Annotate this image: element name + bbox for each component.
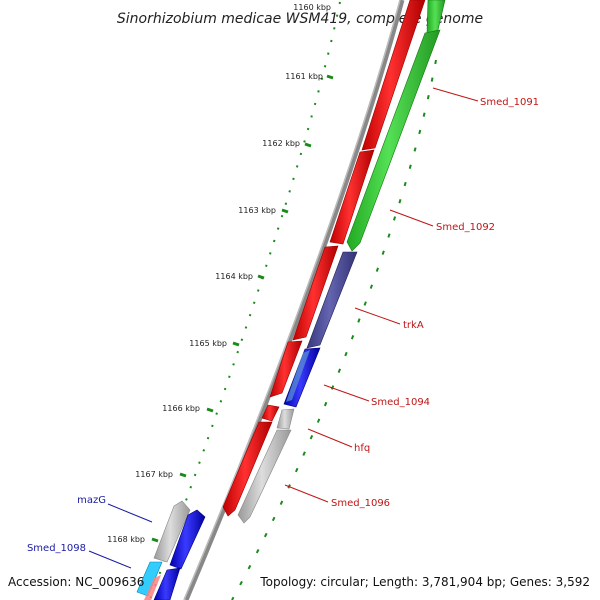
gene-label-smed-1098: Smed_1098 <box>27 543 86 554</box>
cds-smed-1092[interactable] <box>346 29 441 252</box>
cds-blue-lower-2[interactable] <box>153 567 181 600</box>
cds-hfq[interactable] <box>276 408 295 430</box>
tick-label-1165: 1165 kbp <box>189 339 227 348</box>
accession-label: Accession: NC_009636 <box>8 575 144 589</box>
cds-forward-2[interactable] <box>329 149 375 245</box>
tick-label-1166: 1166 kbp <box>162 404 200 413</box>
gene-label-smed-1091: Smed_1091 <box>480 97 539 108</box>
tick-label-1161: 1161 kbp <box>285 72 323 81</box>
reverse-strand-cds <box>237 0 446 524</box>
gene-label-smed-1092: Smed_1092 <box>436 222 495 233</box>
cds-smed-1091-reverse[interactable] <box>426 0 446 34</box>
cds-smed-1098-overlap[interactable] <box>144 575 161 600</box>
gene-label-trka: trkA <box>403 320 424 331</box>
genome-backbone <box>183 0 405 600</box>
kbp-scale-track <box>149 1 341 600</box>
cds-forward-6[interactable] <box>222 421 273 517</box>
topology-label: Topology: circular; Length: 3,781,904 bp… <box>259 575 590 589</box>
gene-label-mazg: mazG <box>77 495 106 506</box>
gene-label-smed-1094: Smed_1094 <box>371 397 430 408</box>
cds-mazg[interactable] <box>153 500 191 563</box>
forward-strand-cds <box>222 0 426 517</box>
cds-trka[interactable] <box>306 251 358 349</box>
cds-smed-1091-forward[interactable] <box>361 0 426 151</box>
gene-leader-lines <box>88 87 479 569</box>
tick-label-1163: 1163 kbp <box>238 206 276 215</box>
gene-label-smed-1096: Smed_1096 <box>331 498 390 509</box>
cds-smed-1094-overlap[interactable] <box>286 350 310 402</box>
gene-label-hfq: hfq <box>354 443 370 454</box>
tick-label-1167: 1167 kbp <box>135 470 173 479</box>
tick-label-1160: 1160 kbp <box>293 3 331 12</box>
tick-label-1168: 1168 kbp <box>107 535 145 544</box>
lower-left-cds <box>136 500 206 600</box>
tick-label-1162: 1162 kbp <box>262 139 300 148</box>
tick-label-1164: 1164 kbp <box>215 272 253 281</box>
cds-forward-3[interactable] <box>292 245 339 341</box>
cds-forward-5[interactable] <box>261 404 280 422</box>
genome-backbone-highlight <box>183 0 401 600</box>
map-title: Sinorhizobium medicae WSM419, complete g… <box>117 11 483 27</box>
cds-forward-4[interactable] <box>269 340 303 398</box>
kbp-major-ticks <box>151 74 334 543</box>
cds-smed-1096[interactable] <box>237 429 292 524</box>
cds-blue-lower-1[interactable] <box>169 509 206 570</box>
